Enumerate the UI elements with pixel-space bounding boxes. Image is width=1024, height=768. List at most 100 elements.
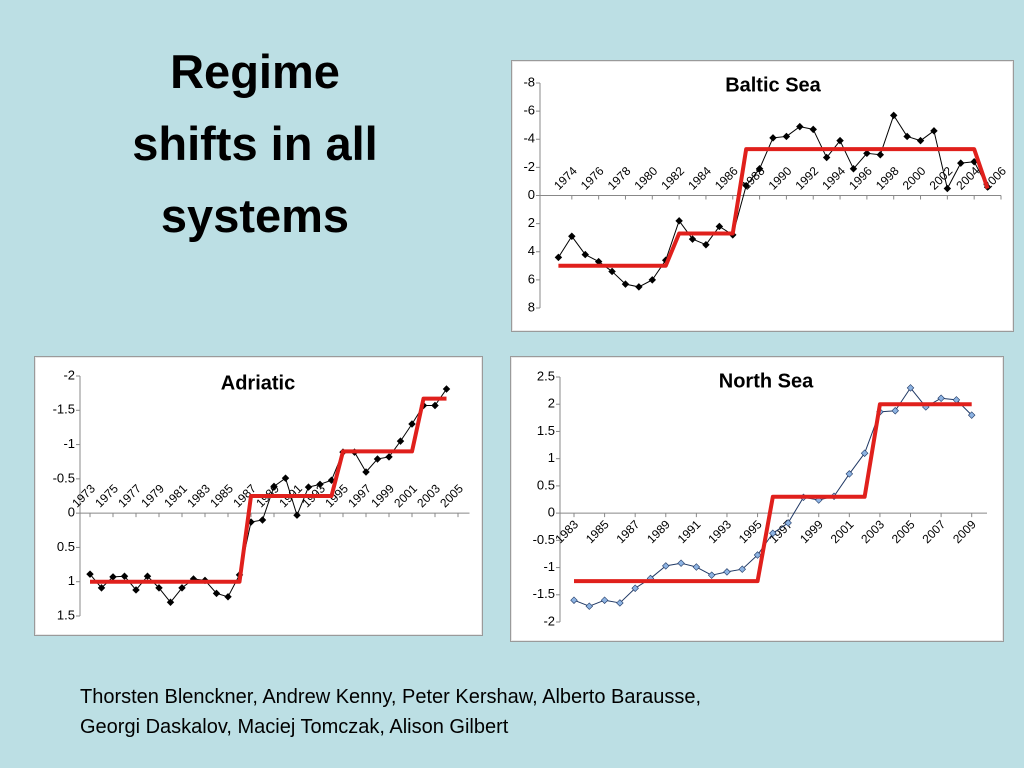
data-point <box>809 125 817 134</box>
data-point <box>889 111 898 120</box>
data-point <box>860 449 869 457</box>
data-point <box>408 420 416 428</box>
y-tick-label: 2.5 <box>537 368 555 383</box>
regime-line <box>558 147 990 268</box>
data-point <box>796 122 804 131</box>
y-tick-label: 0.5 <box>537 477 555 492</box>
data-point <box>723 568 731 576</box>
x-tick-label: 1994 <box>819 164 848 193</box>
x-tick-label: 1989 <box>644 517 673 546</box>
y-tick-label: 4 <box>528 243 535 258</box>
x-tick-label: 1999 <box>797 517 826 546</box>
x-tick-label: 1978 <box>605 164 634 193</box>
x-tick-label: 2000 <box>900 164 929 193</box>
data-point <box>86 570 94 578</box>
data-point <box>692 563 701 571</box>
chart-title: North Sea <box>719 370 814 392</box>
data-point <box>891 407 899 415</box>
data-line <box>557 114 989 288</box>
y-tick-label: 0 <box>548 505 555 520</box>
data-point <box>903 132 911 141</box>
y-tick-label: 2 <box>528 215 535 230</box>
chart-border <box>510 356 1004 642</box>
data-point <box>362 468 370 476</box>
data-point <box>554 253 563 262</box>
data-point <box>120 572 129 580</box>
x-tick-label: 2005 <box>889 517 918 546</box>
data-point <box>594 257 603 266</box>
x-tick-label: 1979 <box>138 481 167 510</box>
data-point <box>836 136 844 145</box>
data-point <box>166 598 175 607</box>
data-point <box>178 584 186 592</box>
data-point <box>442 385 451 393</box>
x-tick-label: 1999 <box>368 481 397 510</box>
chart-title: Baltic Sea <box>725 74 821 96</box>
data-point <box>570 596 578 604</box>
x-tick-label: 1977 <box>115 481 144 510</box>
x-tick-label: 1974 <box>551 164 580 193</box>
y-tick-label: -4 <box>523 131 535 146</box>
y-tick-label: -2 <box>543 613 555 628</box>
data-point <box>661 256 670 264</box>
data-point <box>132 586 140 594</box>
y-tick-label: -2 <box>523 159 535 174</box>
y-tick-label: -6 <box>523 103 535 118</box>
data-point <box>419 401 428 410</box>
y-tick-label: -0.5 <box>533 532 555 547</box>
data-point <box>675 217 683 225</box>
data-point <box>270 482 278 491</box>
data-point <box>845 470 854 478</box>
y-tick-label: 1 <box>548 450 555 465</box>
data-point <box>581 250 589 259</box>
title-line: Regime <box>170 45 340 98</box>
y-tick-label: -1 <box>543 559 555 574</box>
x-tick-label: 2006 <box>980 164 1009 193</box>
data-line <box>89 388 447 603</box>
x-tick-label: 1989 <box>253 481 282 510</box>
data-point <box>97 584 106 592</box>
data-line <box>573 387 973 607</box>
data-point <box>109 573 117 581</box>
data-point <box>784 519 792 527</box>
data-point <box>212 589 221 598</box>
x-tick-label: 1981 <box>161 481 190 510</box>
data-point <box>224 593 232 601</box>
x-tick-label: 1998 <box>873 164 902 193</box>
data-point <box>943 184 952 193</box>
x-tick-label: 1984 <box>685 164 714 193</box>
title-line: shifts in all <box>132 117 378 170</box>
chart: Adriatic -2 -1.5 -1 -0.5 0 0.5 1 1.5 197319751977… <box>36 358 481 634</box>
data-point <box>585 602 594 610</box>
data-point <box>822 153 831 162</box>
data-point <box>189 575 198 583</box>
data-point <box>753 551 762 559</box>
x-tick-label: 1991 <box>276 481 305 510</box>
x-tick-label: 2001 <box>391 481 420 510</box>
data-point <box>616 599 624 607</box>
x-tick-label: 1991 <box>675 517 704 546</box>
data-point <box>304 483 313 491</box>
x-tick-label: 1987 <box>230 481 259 510</box>
y-tick-label: -1.5 <box>53 402 75 417</box>
data-point <box>815 496 823 504</box>
data-point <box>648 276 657 284</box>
data-point <box>782 132 791 141</box>
x-tick-label: 1986 <box>712 164 741 193</box>
x-tick-label: 1990 <box>766 164 795 193</box>
data-point <box>830 492 838 500</box>
data-point <box>155 584 163 592</box>
data-point <box>702 240 710 249</box>
data-point <box>916 136 925 145</box>
data-point <box>970 158 978 166</box>
chart-title: Adriatic <box>221 372 295 394</box>
data-point <box>281 474 290 482</box>
data-point <box>876 408 884 416</box>
data-point <box>600 596 609 604</box>
data-point <box>738 565 746 573</box>
x-tick-label: 1995 <box>322 481 351 510</box>
author-line: Thorsten Blenckner, Andrew Kenny, Peter … <box>80 686 702 708</box>
data-point <box>967 411 976 419</box>
